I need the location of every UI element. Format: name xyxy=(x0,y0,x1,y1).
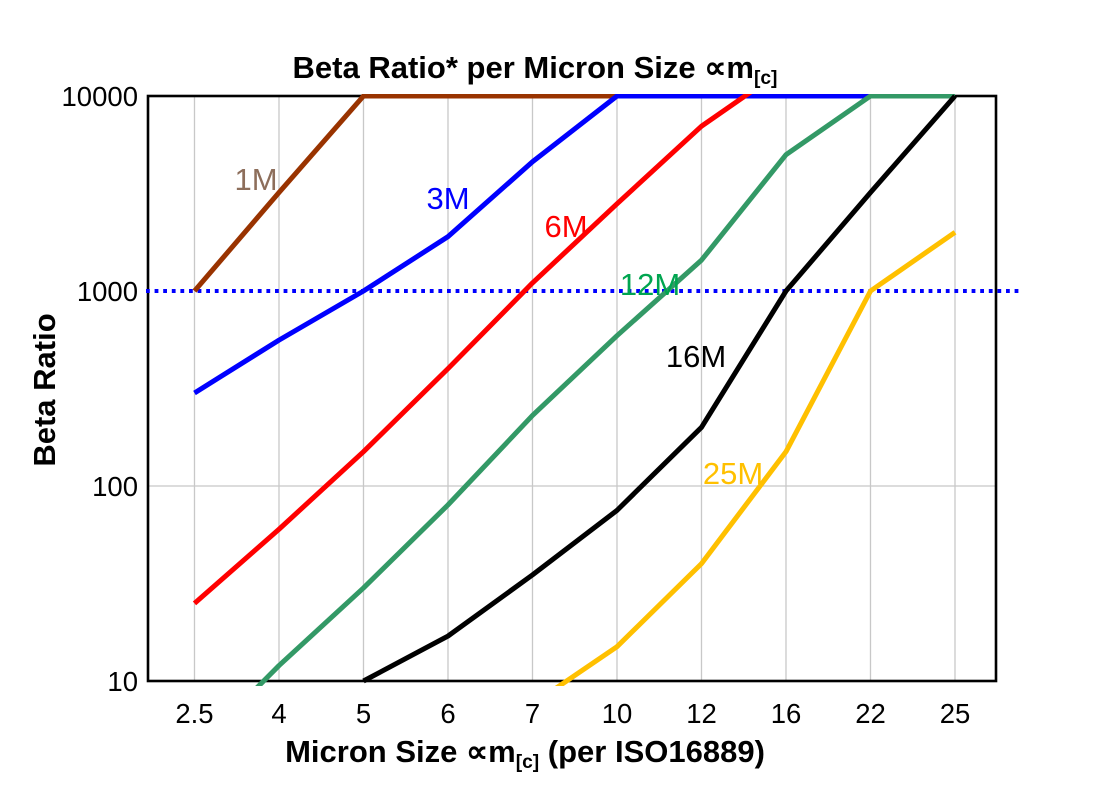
x-axis-title-suffix: (per ISO16889) xyxy=(539,734,765,769)
series-line-25M xyxy=(554,230,957,686)
x-axis-title: Micron Size ∝m[c] (per ISO16889) xyxy=(0,734,1050,774)
x-axis-title-subscript: [c] xyxy=(515,751,540,773)
y-axis-title: Beta Ratio xyxy=(27,313,62,467)
series-label-12M: 12M xyxy=(620,267,680,302)
x-tick-label-6: 6 xyxy=(440,698,455,729)
chart-title: Beta Ratio* per Micron Size ∝m[c] xyxy=(0,50,1070,90)
series-label-6M: 6M xyxy=(544,209,587,244)
y-tick-label-100: 100 xyxy=(92,471,138,502)
chart-title-text: Beta Ratio* per Micron Size ∝m xyxy=(292,50,754,85)
x-tick-label-2.5: 2.5 xyxy=(175,698,213,729)
x-tick-label-16: 16 xyxy=(771,698,802,729)
chart-title-subscript: [c] xyxy=(753,67,778,89)
series-line-16M xyxy=(362,94,957,684)
y-tick-label-10: 10 xyxy=(107,666,138,697)
series-line-6M xyxy=(192,94,753,606)
x-tick-label-12: 12 xyxy=(686,698,717,729)
series-line-12M xyxy=(255,94,955,686)
x-tick-label-4: 4 xyxy=(271,698,286,729)
series-label-3M: 3M xyxy=(426,181,469,216)
y-tick-label-1000: 1000 xyxy=(77,276,138,307)
x-tick-label-7: 7 xyxy=(525,698,540,729)
x-tick-label-5: 5 xyxy=(356,698,371,729)
series-label-1M: 1M xyxy=(234,162,277,197)
x-tick-label-25: 25 xyxy=(940,698,971,729)
series-label-16M: 16M xyxy=(666,339,726,374)
x-axis-title-text: Micron Size ∝m xyxy=(285,734,516,769)
series-group xyxy=(192,94,957,686)
series-line-3M xyxy=(193,94,955,396)
x-tick-label-10: 10 xyxy=(602,698,633,729)
x-tick-label-22: 22 xyxy=(855,698,886,729)
series-label-25M: 25M xyxy=(703,456,763,491)
y-tick-label-10000: 10000 xyxy=(62,81,138,112)
series-line-1M xyxy=(192,94,955,293)
